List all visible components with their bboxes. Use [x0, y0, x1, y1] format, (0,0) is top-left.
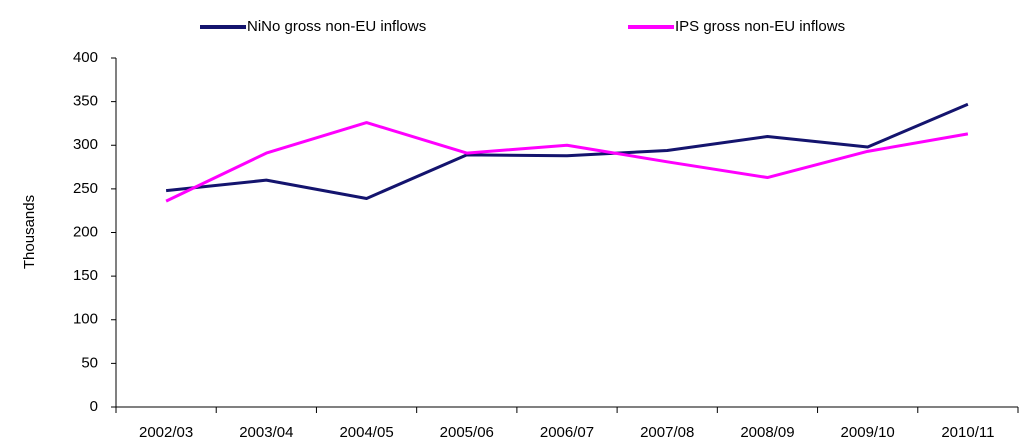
y-axis-label: Thousands	[21, 195, 38, 269]
legend-label: IPS gross non-EU inflows	[675, 18, 845, 35]
x-tick-label: 2007/08	[640, 424, 694, 441]
y-tick-label: 200	[73, 223, 98, 240]
y-tick-label: 400	[73, 49, 98, 66]
series-line	[165, 121, 969, 203]
y-tick-label: 0	[90, 398, 98, 415]
y-tick-label: 300	[73, 136, 98, 153]
x-tick-label: 2008/09	[740, 424, 794, 441]
legend-label: NiNo gross non-EU inflows	[247, 18, 426, 35]
x-tick-label: 2002/03	[139, 424, 193, 441]
x-tick-label: 2004/05	[339, 424, 393, 441]
y-tick-label: 150	[73, 267, 98, 284]
x-tick-label: 2006/07	[540, 424, 594, 441]
y-tick-label: 250	[73, 180, 98, 197]
x-tick-label: 2009/10	[841, 424, 895, 441]
y-tick-label: 100	[73, 311, 98, 328]
y-tick-label: 350	[73, 93, 98, 110]
x-tick-label: 2003/04	[239, 424, 293, 441]
x-tick-label: 2010/11	[941, 424, 994, 441]
x-tick-label: 2005/06	[440, 424, 494, 441]
y-tick-label: 50	[81, 354, 98, 371]
series-line	[165, 102, 969, 200]
